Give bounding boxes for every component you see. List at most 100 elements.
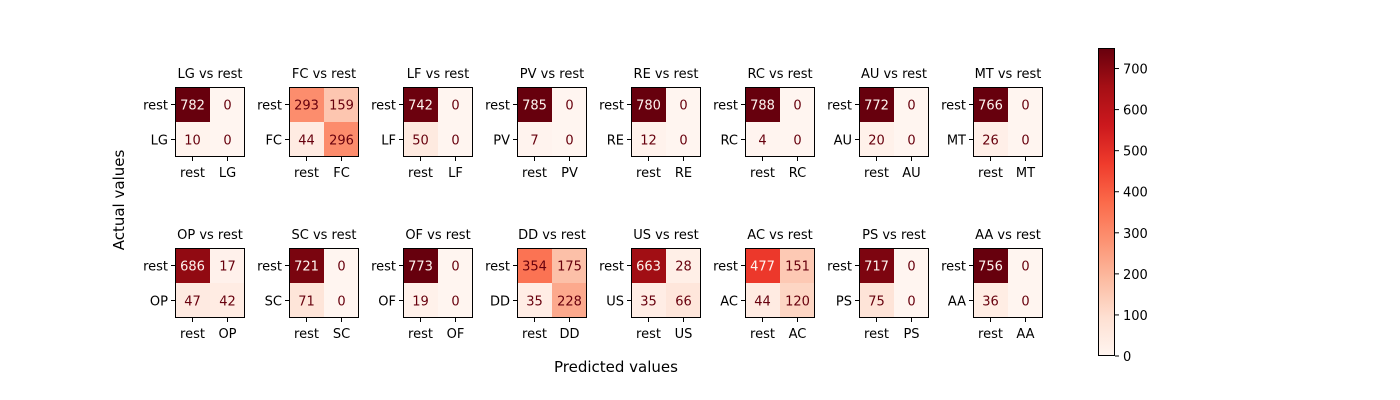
cell-value-label: 772 — [864, 99, 889, 114]
heatmap-cell — [517, 248, 552, 283]
cell-value-label: 773 — [408, 260, 433, 275]
heatmap-cell — [859, 122, 894, 157]
heatmap-cell — [210, 248, 245, 283]
y-tick-label: rest — [941, 260, 966, 275]
panel-title: DD vs rest — [518, 228, 586, 243]
colorbar-tick-label: 0 — [1123, 350, 1131, 365]
panel-us: US vs rest 663 28 35 66 rest US rest US — [599, 228, 701, 342]
x-tick-label: rest — [294, 166, 319, 181]
y-tick-label: AU — [834, 134, 852, 149]
cell-value-label: 0 — [223, 99, 231, 114]
heatmap-cell — [894, 122, 929, 157]
x-tick-label: rest — [180, 166, 205, 181]
cell-value-label: 50 — [412, 134, 429, 149]
panel-title: AA vs rest — [975, 228, 1041, 243]
heatmap-cell — [745, 283, 780, 318]
panel-pv: PV vs rest 785 0 7 0 rest PV rest PV — [485, 67, 587, 181]
cell-value-label: 0 — [907, 99, 915, 114]
heatmap-cell — [289, 248, 324, 283]
cell-value-label: 0 — [1021, 99, 1029, 114]
cell-value-label: 12 — [640, 134, 657, 149]
cell-value-label: 354 — [522, 260, 547, 275]
panel-frame — [745, 87, 815, 157]
y-tick-label: rest — [143, 260, 168, 275]
cell-value-label: 788 — [750, 99, 775, 114]
x-tick-label: rest — [522, 327, 547, 342]
heatmap-cell — [894, 283, 929, 318]
panel-title: SC vs rest — [292, 228, 357, 243]
y-tick-label: PS — [836, 295, 852, 310]
panel-of: OF vs rest 773 0 19 0 rest OF rest OF — [371, 228, 473, 342]
heatmap-cell — [973, 283, 1008, 318]
heatmap-cell — [517, 283, 552, 318]
cell-value-label: 0 — [907, 260, 915, 275]
x-tick-label: PV — [561, 166, 578, 181]
panel-frame — [403, 87, 473, 157]
y-tick-label: FC — [265, 134, 282, 149]
heatmap-cell — [973, 122, 1008, 157]
heatmap-cell — [175, 248, 210, 283]
panel-frame — [175, 248, 245, 318]
panel-frame — [289, 248, 359, 318]
x-tick-label: rest — [294, 327, 319, 342]
y-tick-label: LF — [381, 134, 396, 149]
x-tick-label: AA — [1016, 327, 1034, 342]
panel-frame — [631, 248, 701, 318]
panel-rc: RC vs rest 788 0 4 0 rest RC rest RC — [713, 67, 815, 181]
x-tick-label: AC — [789, 327, 807, 342]
heatmap-cell — [552, 122, 587, 157]
cell-value-label: 0 — [1021, 295, 1029, 310]
heatmap-cell — [631, 283, 666, 318]
cell-value-label: 0 — [451, 99, 459, 114]
x-tick-label: US — [675, 327, 693, 342]
cell-value-label: 477 — [750, 260, 775, 275]
heatmap-cell — [1008, 87, 1043, 122]
cell-value-label: 0 — [793, 99, 801, 114]
cell-value-label: 0 — [565, 134, 573, 149]
heatmap-cell — [210, 122, 245, 157]
panel-frame — [631, 87, 701, 157]
cell-value-label: 0 — [337, 260, 345, 275]
cell-value-label: 0 — [223, 134, 231, 149]
y-tick-label: OP — [150, 295, 168, 310]
cell-value-label: 7 — [530, 134, 538, 149]
y-tick-label: rest — [827, 99, 852, 114]
y-tick-label: rest — [713, 99, 738, 114]
heatmap-cell — [175, 283, 210, 318]
cell-value-label: 766 — [978, 99, 1003, 114]
heatmap-cell — [1008, 248, 1043, 283]
heatmap-cell — [517, 87, 552, 122]
heatmap-cell — [894, 248, 929, 283]
cell-value-label: 721 — [294, 260, 319, 275]
heatmap-cell — [780, 283, 815, 318]
panel-mt: MT vs rest 766 0 26 0 rest MT rest MT — [941, 67, 1043, 181]
cell-value-label: 28 — [675, 260, 692, 275]
colorbar-tick-label: 300 — [1123, 227, 1148, 242]
panel-title: PS vs rest — [862, 228, 926, 243]
x-tick-label: SC — [333, 327, 350, 342]
y-tick-label: rest — [485, 260, 510, 275]
y-tick-label: OF — [378, 295, 396, 310]
panel-title: AU vs rest — [861, 67, 927, 82]
heatmap-cell — [438, 87, 473, 122]
heatmap-cell — [289, 122, 324, 157]
heatmap-cell — [552, 283, 587, 318]
cell-value-label: 663 — [636, 260, 661, 275]
y-tick-label: PV — [493, 134, 510, 149]
heatmap-cell — [324, 122, 359, 157]
cell-value-label: 17 — [219, 260, 236, 275]
x-tick-label: RC — [789, 166, 806, 181]
panel-frame — [289, 87, 359, 157]
x-tick-label: LG — [219, 166, 236, 181]
x-tick-label: rest — [636, 327, 661, 342]
heatmap-cell — [780, 248, 815, 283]
heatmap-cell — [745, 122, 780, 157]
panel-title: US vs rest — [633, 228, 698, 243]
colorbar: 0 100 200 300 400 500 600 700 — [1098, 48, 1148, 365]
y-tick-label: rest — [257, 260, 282, 275]
colorbar-frame — [1098, 48, 1115, 356]
panel-frame — [403, 248, 473, 318]
cell-value-label: 0 — [451, 134, 459, 149]
x-tick-label: rest — [408, 166, 433, 181]
